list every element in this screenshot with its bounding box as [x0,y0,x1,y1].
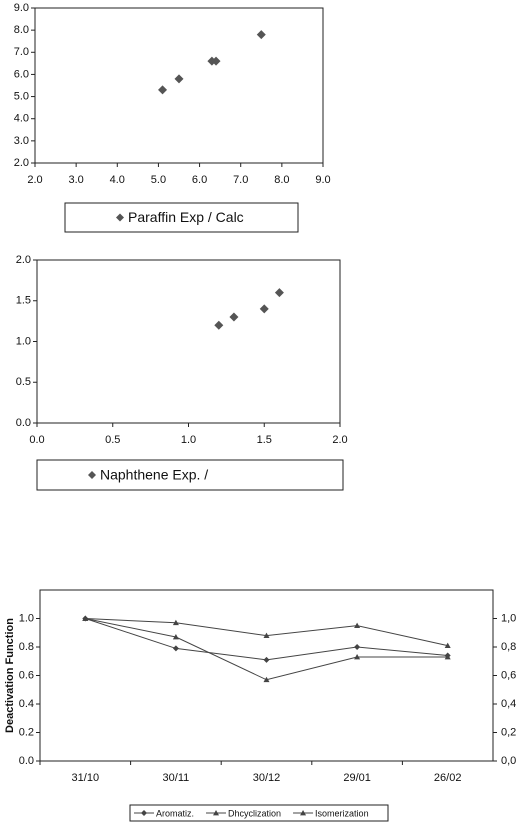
marker [88,471,96,479]
y-axis-title: Deactivation Function [4,618,16,733]
y-tick-label: 1.0 [19,612,34,624]
y-tick-label: 0.4 [19,698,34,710]
y-tick-label: 2.0 [16,254,31,266]
x-tick-label: 30/12 [253,772,281,784]
x-tick-label: 6.0 [192,174,207,186]
x-tick-label: 7.0 [233,174,248,186]
x-tick-label: 0.0 [29,434,44,446]
y-tick-label: 7.0 [14,46,29,58]
y-tick-label: 6.0 [14,68,29,80]
marker [444,642,451,648]
x-tick-label: 29/01 [343,772,371,784]
y2-tick-label: 0,0 [501,755,516,767]
marker [229,312,239,322]
legend-box [129,804,389,822]
marker [259,304,269,314]
legend-box [64,202,299,233]
y2-tick-label: 0,4 [501,698,516,710]
marker [354,622,361,629]
chart: 0.0 0.2 0.4 0.6 0.8 1.0 0,0 0,2 0,4 0,6 0,8 1,0 31/1… [4,589,516,822]
marker [256,30,266,40]
legend-label: Naphthene Exp. / [100,467,208,483]
y-tick-label: 1.0 [16,335,31,347]
x-tick-label: 8.0 [274,174,289,186]
y-tick-label: 0.5 [16,376,31,388]
x-tick-label: 2.0 [332,434,347,446]
y2-tick-label: 0,8 [501,641,516,653]
x-tick-label: 30/11 [163,772,190,784]
marker [141,810,147,816]
plot-frame [34,7,324,164]
marker [274,288,284,298]
marker [263,676,270,683]
legend-label: Dhcyclization [228,808,281,818]
y2-tick-label: 0,2 [501,726,516,738]
x-tick-label: 26/02 [434,772,462,784]
marker [116,213,124,222]
y-tick-label: 5.0 [14,90,29,102]
series-line [85,618,448,681]
y-tick-label: 0.0 [19,755,34,767]
y-tick-label: 0.2 [19,726,34,738]
chart: 2.0 3.0 4.0 5.0 6.0 7.0 8.0 9.0 2.0 3.0 4.0 5.0 6.0 7… [14,2,331,233]
marker [354,644,361,650]
marker [174,74,184,84]
marker [213,810,220,816]
legend-label: Aromatiz. [156,808,194,818]
marker [172,634,179,640]
plot-frame [39,589,494,762]
y-tick-label: 0.6 [19,669,34,681]
marker [172,645,179,652]
legend: Paraffin Exp / Calc [64,202,299,233]
x-tick-label: 4.0 [110,174,125,186]
x-tick-label: 9.0 [315,174,330,186]
x-tick-label: 0.5 [105,434,120,446]
x-tick-label: 5.0 [151,174,166,186]
legend-label: Isomerization [315,808,369,818]
x-tick-label: 3.0 [68,174,83,186]
x-tick-label: 31/10 [72,772,100,784]
x-tick-label: 1.5 [257,434,272,446]
plot-frame [36,259,341,424]
legend: Aromatiz. Dhcyclization Isomerization [129,804,389,822]
marker [82,615,89,621]
y-tick-label: 3.0 [14,135,29,147]
legend-label: Paraffin Exp / Calc [128,209,244,225]
y2-tick-label: 0,6 [501,669,516,681]
marker [300,810,307,816]
x-tick-label: 2.0 [27,174,42,186]
marker [172,619,179,626]
y-tick-label: 8.0 [14,24,29,36]
series-line [85,618,448,647]
y-tick-label: 2.0 [14,157,29,169]
x-tick-label: 1.0 [181,434,196,446]
chart: 0.0 0.5 1.0 1.5 2.0 0.0 0.5 1.0 1.5 2.0 Naphthene … [16,254,348,491]
legend-box [36,459,344,491]
marker [263,632,270,638]
y-tick-label: 0.8 [19,641,34,653]
marker [214,320,224,330]
y-tick-label: 9.0 [14,2,29,14]
y-tick-label: 4.0 [14,113,29,125]
y-tick-label: 1.5 [16,295,31,307]
marker [354,653,361,660]
series-line [85,618,448,661]
marker [211,56,221,66]
marker [444,653,451,660]
legend: Naphthene Exp. / [36,459,344,491]
marker [158,85,168,95]
y-tick-label: 0.0 [16,417,31,429]
marker [263,656,270,663]
y2-tick-label: 1,0 [501,612,516,624]
